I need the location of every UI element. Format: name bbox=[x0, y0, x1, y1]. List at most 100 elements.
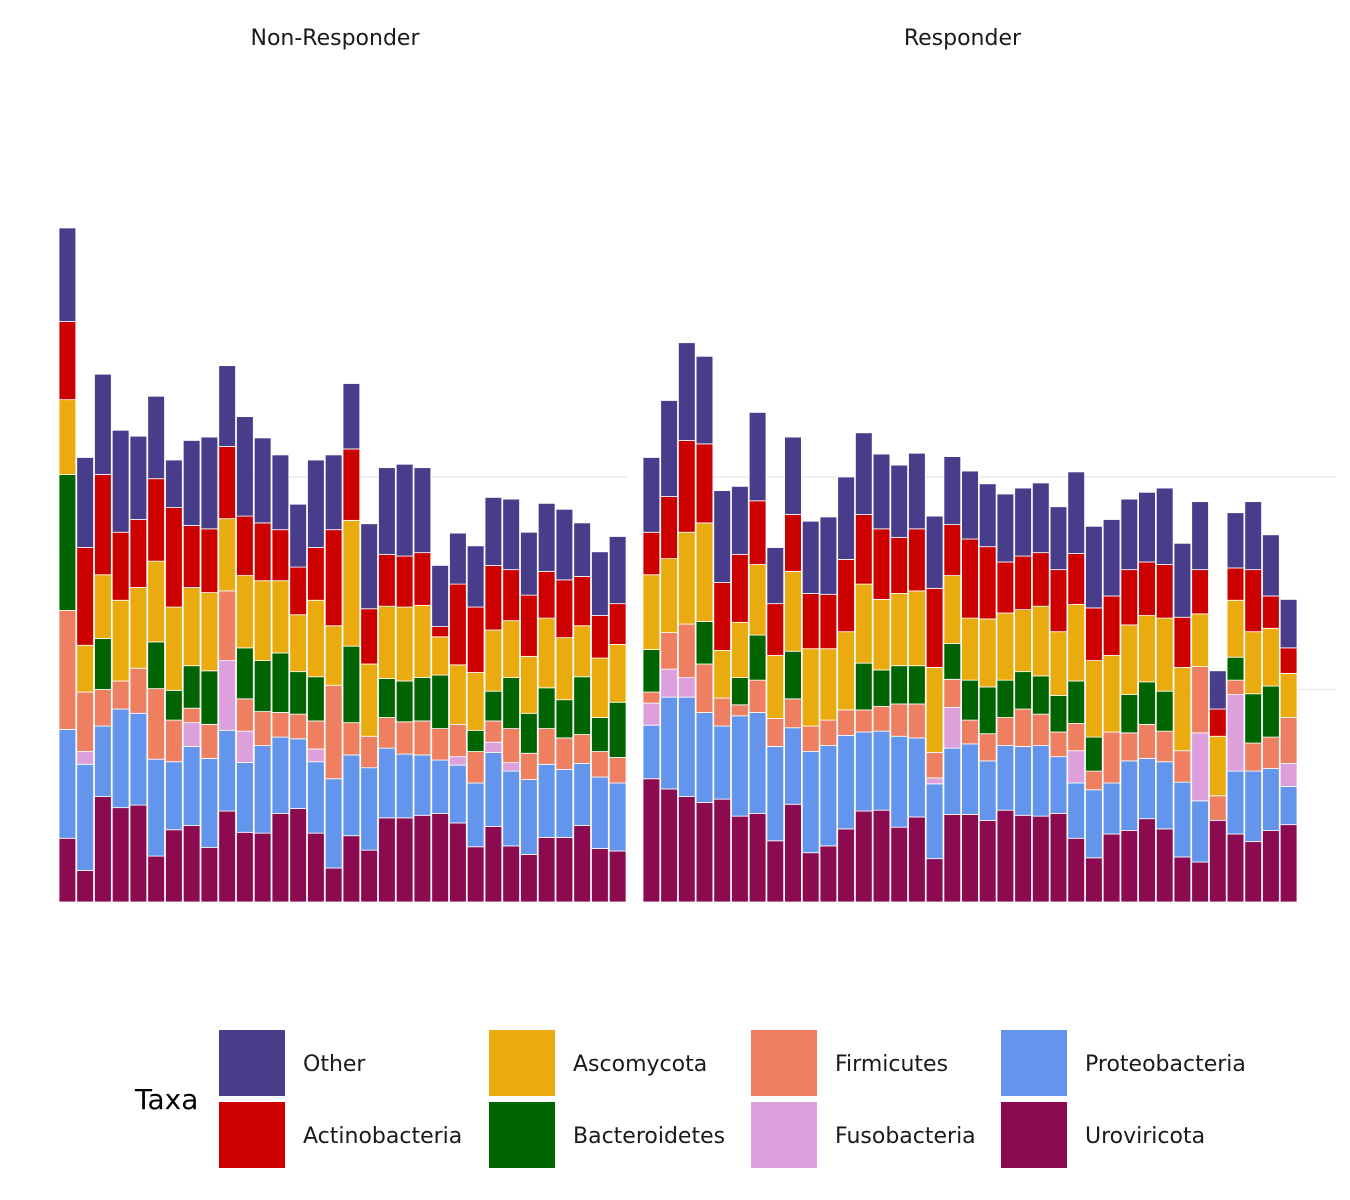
bar-segment-firmicutes bbox=[978, 733, 997, 762]
bar-segment-uroviricota bbox=[978, 820, 997, 903]
bar-segment-proteobacteria bbox=[943, 747, 962, 815]
bar-segment-actinobacteria bbox=[555, 579, 574, 639]
bar-segment-firmicutes bbox=[200, 723, 219, 759]
bar-segment-firmicutes bbox=[925, 752, 944, 779]
bar-stack bbox=[872, 453, 891, 903]
bar-segment-fusobacteria bbox=[449, 756, 467, 766]
bar-segment-actinobacteria bbox=[182, 525, 201, 588]
bar-segment-firmicutes bbox=[289, 713, 307, 740]
bar-stack bbox=[1244, 501, 1263, 903]
bar-segment-ascomycota bbox=[1173, 667, 1192, 752]
legend-label: Actinobacteria bbox=[303, 1124, 462, 1149]
bar-segment-bacteroidetes bbox=[555, 699, 574, 739]
bar-segment-other bbox=[695, 355, 714, 445]
bar-segment-actinobacteria bbox=[76, 547, 94, 646]
bar-segment-other bbox=[218, 365, 236, 447]
legend-label: Proteobacteria bbox=[1085, 1052, 1246, 1077]
legend-item-bacteroidetes: Bacteroidetes bbox=[489, 1102, 725, 1168]
bar-segment-ascomycota bbox=[591, 657, 609, 718]
bar-segment-actinobacteria bbox=[94, 474, 112, 576]
bar-stack bbox=[695, 355, 714, 903]
legend-title: Taxa bbox=[134, 1083, 198, 1116]
bar-segment-fusobacteria bbox=[182, 722, 201, 747]
bar-segment-actinobacteria bbox=[1120, 569, 1139, 626]
bar-segment-firmicutes bbox=[449, 723, 467, 758]
bar-segment-proteobacteria bbox=[1067, 782, 1086, 839]
bar-segment-firmicutes bbox=[502, 728, 520, 763]
bar-segment-other bbox=[395, 463, 414, 557]
bar-segment-other bbox=[537, 502, 556, 572]
bar-segment-ascomycota bbox=[466, 672, 485, 731]
bar-segment-bacteroidetes bbox=[1014, 671, 1032, 710]
legend-swatch bbox=[219, 1102, 285, 1168]
bar-segment-actinobacteria bbox=[1262, 595, 1280, 629]
bar-segment-uroviricota bbox=[1155, 828, 1174, 903]
bar-segment-actinobacteria bbox=[1173, 616, 1192, 668]
bar-segment-ascomycota bbox=[1226, 599, 1245, 658]
bar-segment-other bbox=[289, 503, 307, 568]
bar-stack bbox=[520, 531, 538, 903]
legend-item-firmicutes: Firmicutes bbox=[751, 1030, 948, 1096]
bar-segment-ascomycota bbox=[76, 644, 94, 693]
bar-segment-actinobacteria bbox=[1191, 569, 1209, 615]
bar-segment-proteobacteria bbox=[236, 762, 254, 833]
bar-segment-proteobacteria bbox=[961, 743, 979, 815]
bar-segment-actinobacteria bbox=[253, 522, 272, 582]
bar-stack bbox=[573, 522, 591, 903]
bar-segment-uroviricota bbox=[129, 804, 148, 903]
bar-segment-fusobacteria bbox=[307, 748, 325, 763]
bar-segment-uroviricota bbox=[591, 848, 609, 903]
bar-segment-other bbox=[961, 470, 979, 540]
bar-segment-fusobacteria bbox=[1067, 750, 1086, 784]
bar-segment-proteobacteria bbox=[94, 725, 112, 797]
bar-segment-actinobacteria bbox=[642, 531, 661, 576]
legend-item-other: Other bbox=[219, 1030, 366, 1096]
bar-segment-proteobacteria bbox=[555, 769, 574, 838]
bar-segment-other bbox=[147, 395, 165, 480]
bar-segment-actinobacteria bbox=[695, 443, 714, 524]
bar-segment-other bbox=[271, 454, 290, 531]
bar-segment-ascomycota bbox=[961, 617, 979, 681]
bar-segment-proteobacteria bbox=[378, 747, 396, 819]
bar-segment-actinobacteria bbox=[1067, 553, 1086, 605]
bar-segment-uroviricota bbox=[431, 813, 449, 903]
bar-segment-ascomycota bbox=[555, 637, 574, 701]
bar-segment-actinobacteria bbox=[591, 615, 609, 659]
bar-segment-firmicutes bbox=[236, 698, 254, 732]
bar-segment-ascomycota bbox=[819, 648, 838, 721]
bar-segment-ascomycota bbox=[484, 629, 503, 692]
bar-segment-firmicutes bbox=[1120, 732, 1139, 762]
bar-segment-uroviricota bbox=[872, 809, 891, 903]
bar-segment-proteobacteria bbox=[872, 730, 891, 811]
bar-segment-actinobacteria bbox=[502, 569, 520, 622]
bar-segment-other bbox=[731, 485, 749, 555]
bar-segment-firmicutes bbox=[165, 719, 183, 763]
bar-segment-actinobacteria bbox=[925, 587, 944, 668]
bar-segment-other bbox=[413, 467, 432, 554]
bar-segment-proteobacteria bbox=[1226, 770, 1245, 835]
bar-segment-proteobacteria bbox=[608, 782, 627, 852]
bar-stack bbox=[819, 516, 838, 903]
bar-segment-firmicutes bbox=[1209, 795, 1227, 821]
bar-stack bbox=[660, 400, 678, 903]
bar-segment-uroviricota bbox=[890, 826, 908, 903]
bar-segment-uroviricota bbox=[713, 798, 731, 903]
bar-segment-other bbox=[943, 456, 962, 526]
bar-segment-uroviricota bbox=[520, 854, 538, 903]
bar-stack bbox=[342, 383, 361, 903]
bar-segment-uroviricota bbox=[678, 796, 696, 903]
bar-segment-ascomycota bbox=[1085, 660, 1103, 738]
bar-segment-proteobacteria bbox=[996, 745, 1015, 811]
bar-stack bbox=[1067, 471, 1086, 903]
legend-label: Bacteroidetes bbox=[573, 1124, 725, 1149]
bar-segment-other bbox=[1102, 519, 1121, 597]
bar-segment-actinobacteria bbox=[961, 538, 979, 619]
bar-stack bbox=[111, 429, 130, 903]
bar-segment-ascomycota bbox=[200, 592, 219, 672]
bar-segment-bacteroidetes bbox=[1120, 694, 1139, 734]
bar-segment-uroviricota bbox=[378, 817, 396, 903]
bar-segment-ascomycota bbox=[908, 590, 926, 667]
bar-segment-firmicutes bbox=[360, 735, 378, 769]
bar-segment-proteobacteria bbox=[1138, 757, 1156, 820]
bar-segment-bacteroidetes bbox=[1032, 675, 1050, 715]
